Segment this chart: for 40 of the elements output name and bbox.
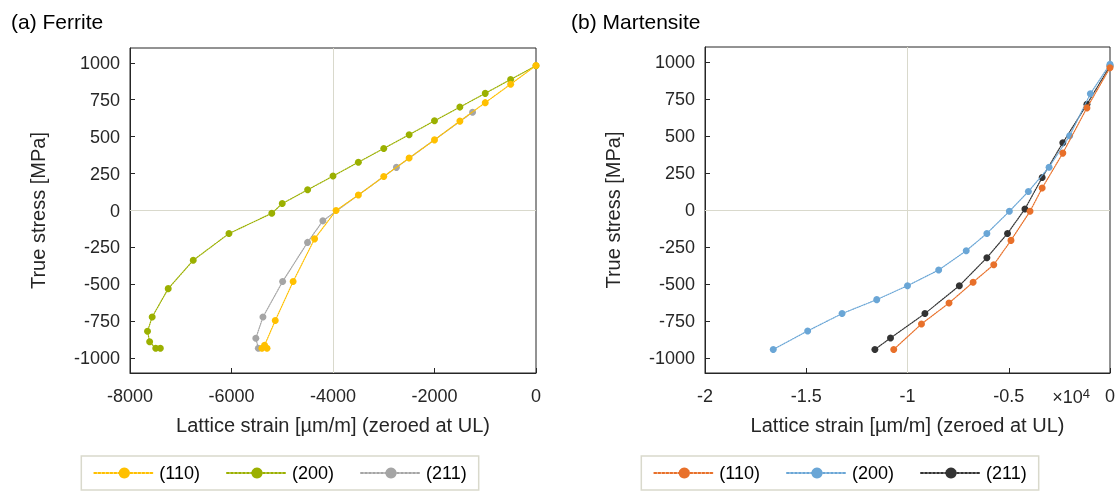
y-tick-label: 0 [109,200,120,221]
legend-label: (200) [851,463,895,483]
x-tick-label: -4000 [309,386,357,406]
y-tick-label: 250 [664,162,695,183]
y-tick-label: -750 [83,311,120,332]
y-tick-label: 250 [89,163,120,184]
y-tick-label: -1000 [73,348,120,369]
y-axis-title: True stress [MPa] [602,131,624,289]
y-tick-label: 500 [664,125,695,146]
y-axis-title: True stress [MPa] [27,131,49,290]
y-tick-label: -1000 [648,348,695,369]
x-tick-label: -6000 [208,386,255,406]
x-tick-label: -0.5 [993,386,1025,406]
y-tick-label: -500 [658,274,695,295]
x-tick-label: -2000 [411,386,458,406]
x-tick-label: -2 [696,386,714,406]
x-tick-label: -8000 [106,386,154,406]
x-tick-label: -1 [899,386,916,406]
y-tick-label: -250 [83,237,120,258]
y-tick-label: 500 [89,126,120,147]
chart-title: (a) Ferrite [11,10,104,33]
x-axis-title: Lattice strain [µm/m] (zeroed at UL) [176,414,490,436]
x-tick-label: 0 [1104,386,1116,406]
legend-label: (211) [426,463,467,483]
y-tick-label: -250 [658,237,695,258]
y-tick-label: 0 [684,200,695,220]
y-tick-label: 750 [89,89,120,110]
chart-title: (b) Martensite [571,10,701,33]
legend-label: (200) [291,463,335,483]
y-tick-label: -500 [83,274,120,295]
y-tick-label: 1000 [79,52,120,73]
x-axis-title: Lattice strain [µm/m] (zeroed at UL) [750,414,1065,436]
legend-label: (110) [159,463,200,483]
x-tick-label: -1.5 [790,386,822,406]
legend-label: (110) [719,463,760,483]
legend-label: (211) [986,463,1027,483]
y-tick-label: -750 [658,311,695,332]
y-tick-label: 1000 [654,51,695,72]
x-tick-label: 0 [530,386,542,406]
y-tick-label: 750 [664,88,695,109]
